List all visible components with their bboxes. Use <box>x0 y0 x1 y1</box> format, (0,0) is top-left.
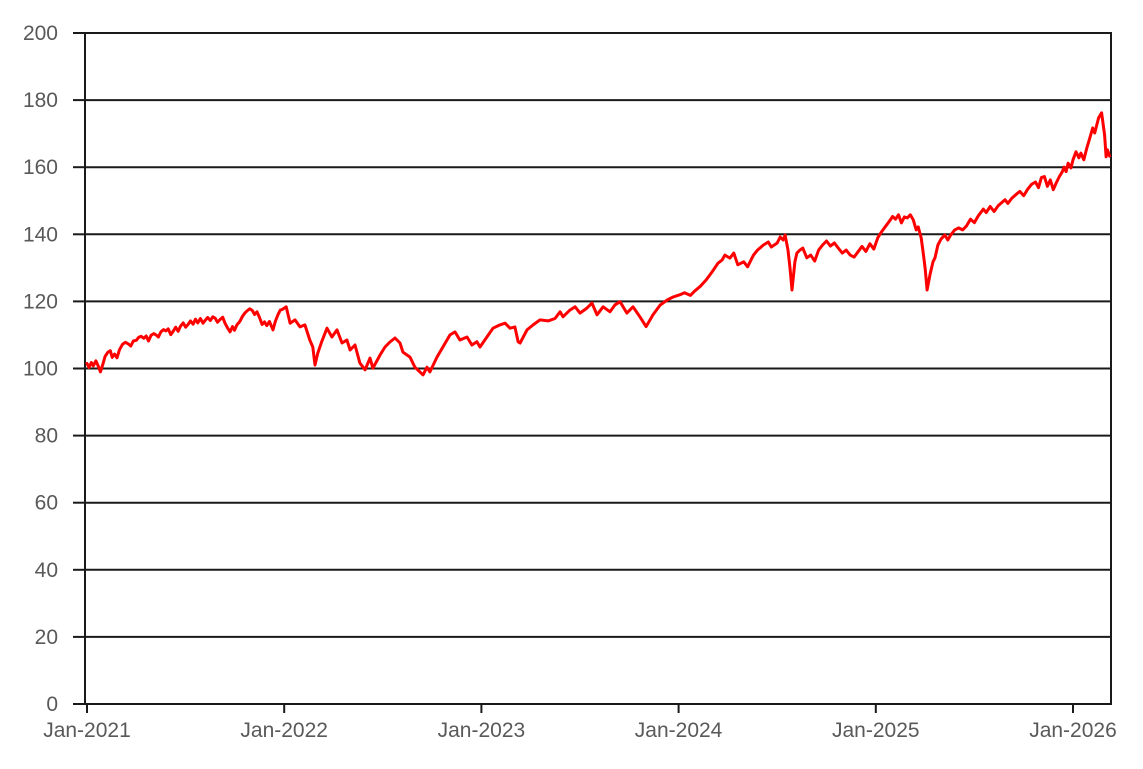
y-tick-label: 100 <box>23 358 58 381</box>
y-tick-label: 140 <box>23 223 58 246</box>
y-tick-label: 80 <box>35 425 58 448</box>
x-tick-label: Jan-2025 <box>832 719 920 742</box>
x-tick-label: Jan-2026 <box>1029 719 1117 742</box>
y-tick-label: 180 <box>23 89 58 112</box>
data-series-line <box>85 111 1111 377</box>
y-tick-label: 60 <box>35 492 58 515</box>
y-tick-label: 0 <box>46 693 58 716</box>
x-tick-label: Jan-2022 <box>240 719 328 742</box>
y-tick-label: 20 <box>35 626 58 649</box>
x-tick-label: Jan-2021 <box>43 719 131 742</box>
x-tick-label: Jan-2023 <box>438 719 526 742</box>
y-tick-label: 120 <box>23 290 58 313</box>
y-tick-label: 160 <box>23 156 58 179</box>
y-tick-label: 40 <box>35 559 58 582</box>
y-tick-label: 200 <box>23 22 58 45</box>
x-tick-label: Jan-2024 <box>635 719 723 742</box>
